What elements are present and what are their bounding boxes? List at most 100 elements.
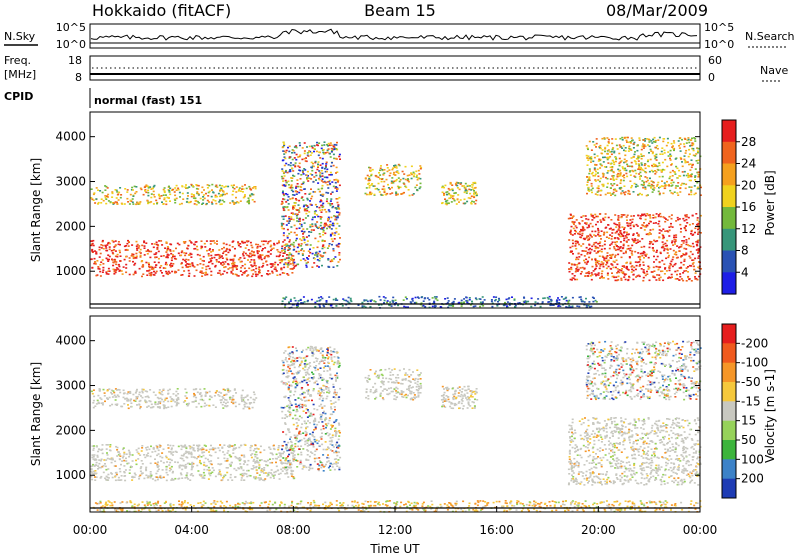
velocity-cell [243, 475, 245, 477]
power-cell [299, 227, 301, 229]
power-cell [181, 262, 183, 264]
power-cell [601, 165, 603, 167]
velocity-cell [174, 401, 176, 403]
power-cell [313, 247, 315, 249]
power-cell [469, 299, 471, 301]
power-cell [595, 275, 597, 277]
power-cell [304, 260, 306, 262]
velocity-cell [220, 392, 222, 394]
power-cell [326, 201, 328, 203]
power-cell [273, 244, 275, 246]
power-cell [322, 244, 324, 246]
power-cell [419, 165, 421, 167]
power-cell [599, 145, 601, 147]
velocity-cell [217, 463, 219, 465]
power-cell [615, 255, 617, 257]
velocity-cell [246, 464, 248, 466]
power-cell [622, 168, 624, 170]
power-cell [248, 186, 250, 188]
power-cell [655, 156, 657, 158]
power-cell [649, 171, 651, 173]
power-cell [379, 178, 381, 180]
power-cell [318, 207, 320, 209]
power-cell [657, 256, 659, 258]
power-cell [289, 239, 291, 241]
power-cell [643, 251, 645, 253]
power-cell [95, 263, 97, 265]
power-cell [615, 138, 617, 140]
velocity-cell [92, 402, 94, 404]
power-cell [693, 246, 695, 248]
power-cell [672, 145, 674, 147]
power-cell [434, 296, 436, 298]
power-cell [131, 255, 133, 257]
power-cell [332, 248, 334, 250]
power-cell [464, 192, 466, 194]
power-cell [591, 219, 593, 221]
power-cell [622, 139, 624, 141]
power-cell [635, 184, 637, 186]
power-cell [582, 243, 584, 245]
power-cell [115, 250, 117, 252]
power-cell [579, 234, 581, 236]
power-cell [646, 213, 648, 215]
velocity-cell [107, 468, 109, 470]
power-cell [575, 268, 577, 270]
power-cell [320, 225, 322, 227]
power-cell [163, 255, 165, 257]
power-cell [290, 186, 292, 188]
velocity-cell [147, 455, 149, 457]
power-cell [302, 219, 304, 221]
power-cell [216, 261, 218, 263]
power-cell [212, 250, 214, 252]
power-cell [689, 169, 691, 171]
power-cell [293, 264, 295, 266]
power-cell [223, 191, 225, 193]
power-cell [295, 265, 297, 267]
power-cell [304, 301, 306, 303]
power-cell [670, 261, 672, 263]
power-cell [305, 217, 307, 219]
power-cell [304, 231, 306, 233]
power-cell [287, 181, 289, 183]
velocity-cell [254, 448, 256, 450]
power-cell [298, 251, 300, 253]
velocity-cell [93, 448, 95, 450]
velocity-cell [185, 448, 187, 450]
power-cell [578, 244, 580, 246]
power-cell [615, 161, 617, 163]
power-cell [304, 153, 306, 155]
power-cell [634, 238, 636, 240]
power-cell [261, 259, 263, 261]
power-cell [676, 245, 678, 247]
velocity-cell [241, 397, 243, 399]
power-cell [336, 142, 338, 144]
power-cell [196, 204, 198, 206]
power-cell [667, 151, 669, 153]
power-cell [154, 274, 156, 276]
power-cell [338, 208, 340, 210]
power-cell [420, 168, 422, 170]
velocity-cell [155, 473, 157, 475]
power-cell [670, 155, 672, 157]
power-cell [336, 190, 338, 192]
power-cell [210, 243, 212, 245]
power-cell [575, 248, 577, 250]
velocity-cell [134, 473, 136, 475]
power-cell [628, 150, 630, 152]
power-cell [411, 178, 413, 180]
power-cell [327, 184, 329, 186]
power-cell [330, 235, 332, 237]
power-cell [604, 157, 606, 159]
power-cell [684, 162, 686, 164]
power-cell [315, 252, 317, 254]
power-cell [109, 246, 111, 248]
power-cell [432, 306, 434, 308]
power-cell [417, 179, 419, 181]
power-cell [235, 197, 237, 199]
velocity-cell [137, 451, 139, 453]
power-cell [620, 161, 622, 163]
power-cell [642, 225, 644, 227]
power-cell [283, 232, 285, 234]
power-cell [198, 193, 200, 195]
